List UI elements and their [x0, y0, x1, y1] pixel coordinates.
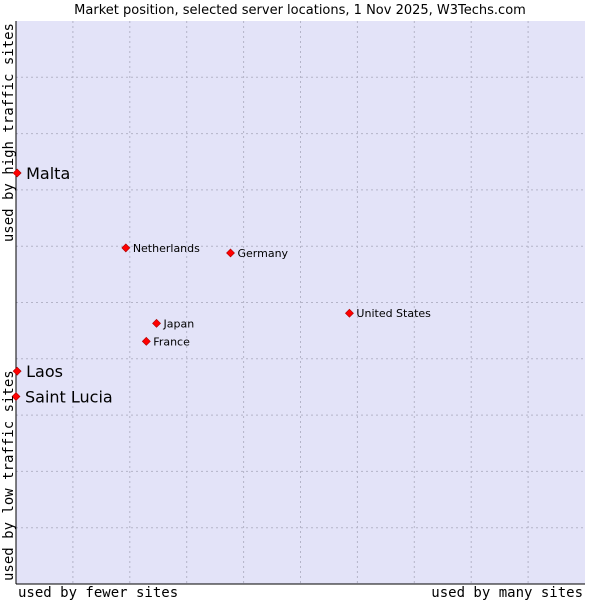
- point-label-saint-lucia: Saint Lucia: [25, 388, 113, 407]
- point-label-united-states: United States: [356, 307, 431, 320]
- point-label-france: France: [153, 335, 190, 348]
- x-axis-label-left: used by fewer sites: [18, 585, 178, 600]
- point-label-germany: Germany: [238, 247, 289, 260]
- y-axis-label-top: used by high traffic sites: [1, 23, 17, 242]
- x-axis-label-right: used by many sites: [431, 585, 583, 600]
- chart-title: Market position, selected server locatio…: [74, 3, 526, 18]
- point-label-netherlands: Netherlands: [133, 242, 200, 255]
- y-axis-label-bottom: used by low traffic sites: [1, 370, 17, 581]
- point-label-malta: Malta: [26, 164, 70, 183]
- market-position-chart: Market position, selected server locatio…: [0, 0, 600, 600]
- point-label-laos: Laos: [26, 362, 63, 381]
- point-label-japan: Japan: [163, 317, 195, 330]
